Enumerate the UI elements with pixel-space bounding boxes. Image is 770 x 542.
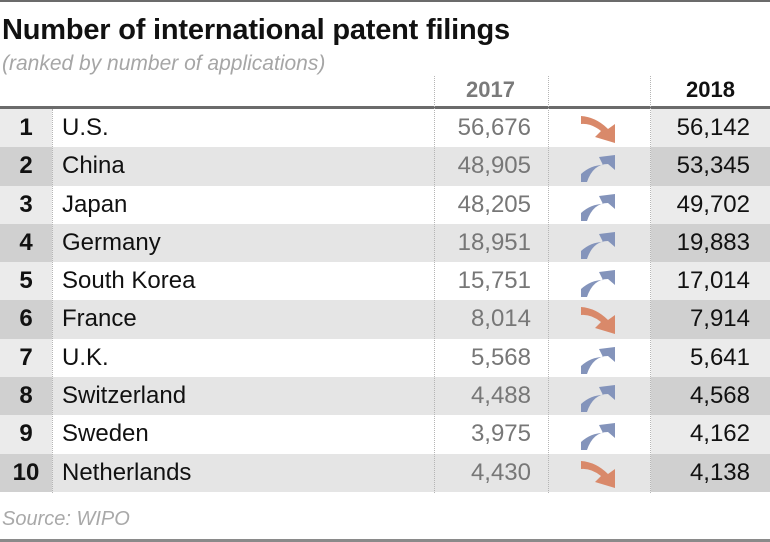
column-header-2018: 2018 xyxy=(686,77,735,102)
header-rule xyxy=(0,106,770,109)
top-rule xyxy=(0,0,770,2)
trend-down-arrow-icon xyxy=(581,307,617,335)
value-2017-cell: 3,975 xyxy=(470,420,531,448)
rank-cell: 3 xyxy=(0,185,52,224)
value-2018-cell: 19,883 xyxy=(651,223,770,263)
value-2017-cell: 15,751 xyxy=(457,267,531,295)
table-row: 4 Germany 18,951 19,883 xyxy=(0,223,770,263)
chart-title: Number of international patent filings xyxy=(2,14,510,46)
table-row: 2 China 48,905 53,345 xyxy=(0,147,770,186)
country-cell: U.S. xyxy=(62,114,109,141)
value-2017-cell: 48,905 xyxy=(457,152,531,180)
country-cell: Switzerland xyxy=(62,382,187,410)
country-cell: Netherlands xyxy=(62,458,192,486)
value-2018-cell: 4,162 xyxy=(651,415,770,454)
column-header-2017: 2017 xyxy=(466,77,515,102)
chart-subtitle: (ranked by number of applications) xyxy=(2,52,326,75)
country-cell: Japan xyxy=(62,190,128,218)
value-2018-cell: 4,138 xyxy=(651,453,770,492)
rank-cell: 10 xyxy=(0,453,52,492)
table-row: 1 U.S. 56,676 56,142 xyxy=(0,109,770,148)
value-2017-cell: 18,951 xyxy=(457,228,531,256)
trend-up-arrow-icon xyxy=(581,422,617,451)
rank-cell: 5 xyxy=(0,262,52,301)
table-row: 10 Netherlands 4,430 4,138 xyxy=(0,453,770,492)
source-note: Source: WIPO xyxy=(2,508,130,530)
trend-up-arrow-icon xyxy=(581,269,617,298)
table-row: 8 Switzerland 4,488 4,568 xyxy=(0,377,770,416)
trend-up-arrow-icon xyxy=(581,193,617,221)
rank-cell: 6 xyxy=(0,300,52,339)
country-cell: Germany xyxy=(62,228,161,256)
value-2017-cell: 4,488 xyxy=(470,382,531,410)
trend-down-arrow-icon xyxy=(581,460,617,489)
table-row: 9 Sweden 3,975 4,162 xyxy=(0,415,770,454)
value-2018-cell: 53,345 xyxy=(651,147,770,186)
value-2017-cell: 4,430 xyxy=(470,458,531,486)
value-2017-cell: 56,676 xyxy=(457,114,531,141)
column-divider xyxy=(434,76,435,493)
rank-cell: 4 xyxy=(0,223,52,263)
value-2018-cell: 49,702 xyxy=(651,185,770,224)
country-cell: Sweden xyxy=(62,420,149,448)
rank-cell: 2 xyxy=(0,147,52,186)
value-2018-cell: 17,014 xyxy=(651,262,770,301)
value-2018-cell: 7,914 xyxy=(651,300,770,339)
country-cell: France xyxy=(62,305,137,333)
rank-cell: 7 xyxy=(0,338,52,378)
trend-up-arrow-icon xyxy=(581,154,617,183)
trend-up-arrow-icon xyxy=(581,231,617,259)
trend-up-arrow-icon xyxy=(581,346,617,374)
column-divider xyxy=(650,76,651,493)
data-table: 1 U.S. 56,676 56,142 2 China 48,905 53,3… xyxy=(0,109,770,492)
trend-up-arrow-icon xyxy=(581,384,617,413)
rank-cell: 8 xyxy=(0,377,52,416)
table-row: 5 South Korea 15,751 17,014 xyxy=(0,262,770,301)
country-cell: U.K. xyxy=(62,343,109,371)
trend-down-arrow-icon xyxy=(581,116,617,144)
country-cell: South Korea xyxy=(62,267,196,295)
bottom-rule xyxy=(0,539,770,542)
value-2018-cell: 56,142 xyxy=(651,109,770,148)
column-divider xyxy=(548,76,549,493)
table-row: 6 France 8,014 7,914 xyxy=(0,300,770,339)
value-2017-cell: 5,568 xyxy=(470,343,531,371)
rank-cell: 1 xyxy=(0,109,52,148)
table-row: 7 U.K. 5,568 5,641 xyxy=(0,338,770,378)
value-2018-cell: 5,641 xyxy=(651,338,770,378)
rank-cell: 9 xyxy=(0,415,52,454)
value-2018-cell: 4,568 xyxy=(651,377,770,416)
column-divider xyxy=(52,109,53,493)
country-cell: China xyxy=(62,152,125,180)
value-2017-cell: 48,205 xyxy=(457,190,531,218)
table-row: 3 Japan 48,205 49,702 xyxy=(0,185,770,224)
value-2017-cell: 8,014 xyxy=(470,305,531,333)
